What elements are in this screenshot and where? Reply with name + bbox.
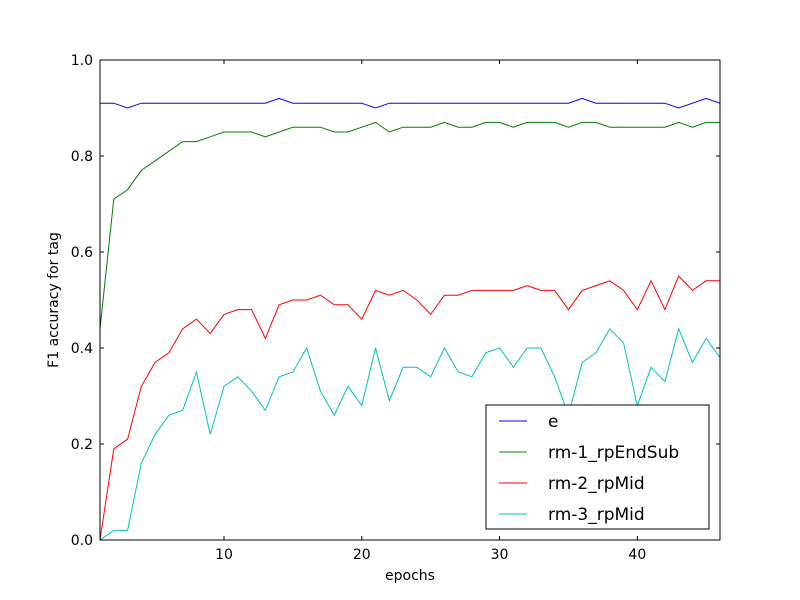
y-tick-label: 0.2 <box>71 437 93 453</box>
x-tick-label: 10 <box>215 547 233 563</box>
y-tick-label: 0.0 <box>71 533 93 549</box>
y-axis-label: F1 accuracy for tag <box>46 232 62 368</box>
series-line-2 <box>100 121 720 329</box>
series-line-3 <box>100 275 720 540</box>
x-tick-label: 20 <box>353 547 371 563</box>
series-layer <box>100 97 720 540</box>
x-axis-label: epochs <box>385 568 435 584</box>
x-tick-label: 40 <box>628 547 646 563</box>
legend-label-1: e <box>548 412 558 432</box>
legend-box <box>485 404 710 530</box>
legend-label-3: rm-2_rpMid <box>548 474 645 494</box>
legend-label-2: rm-1_rpEndSub <box>548 443 679 463</box>
legend: e rm-1_rpEndSub rm-2_rpMid rm-3_rpMid <box>485 404 710 530</box>
series-line-4 <box>100 327 720 540</box>
tick-layer: 10 20 30 40 0.0 0.2 0.4 0.6 0.8 1.0 <box>71 53 720 563</box>
legend-label-4: rm-3_rpMid <box>548 505 645 525</box>
y-tick-label: 0.8 <box>71 149 93 165</box>
y-tick-label: 0.6 <box>71 245 93 261</box>
axes-frame <box>99 59 721 541</box>
y-tick-label: 1.0 <box>71 53 93 69</box>
series-line-1 <box>100 97 720 109</box>
y-tick-label: 0.4 <box>71 341 93 357</box>
x-tick-label: 30 <box>491 547 509 563</box>
